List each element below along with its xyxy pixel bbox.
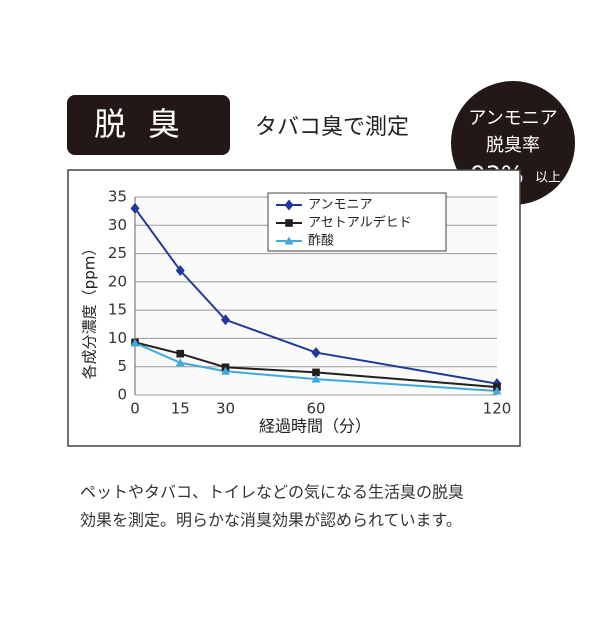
y-tick-label: 20 — [108, 272, 127, 290]
badge-line: アンモニア — [468, 108, 557, 129]
marker — [175, 265, 185, 277]
marker — [285, 219, 293, 227]
marker — [492, 386, 502, 395]
y-tick-label: 10 — [108, 329, 127, 347]
marker — [176, 349, 185, 358]
marker — [311, 347, 321, 359]
marker — [221, 314, 230, 326]
description-line: 効果を測定。明らかな消臭効果が認められています。 — [80, 511, 462, 530]
marker — [284, 236, 294, 245]
legend-label: アンモニア — [308, 198, 372, 213]
x-tick-label: 15 — [171, 400, 190, 418]
y-tick-label: 15 — [108, 301, 127, 319]
badge-line: 脱臭率 — [486, 135, 540, 156]
marker — [221, 366, 230, 375]
legend-label: 酢酸 — [308, 234, 334, 249]
legend-label: アセトアルデヒド — [308, 215, 412, 231]
y-tick-label: 5 — [117, 357, 127, 375]
marker — [130, 202, 140, 214]
marker — [312, 368, 320, 377]
x-axis-label: 経過時間（分） — [259, 417, 371, 436]
marker — [175, 358, 185, 367]
x-tick-label: 0 — [130, 400, 140, 418]
x-tick-label: 30 — [216, 400, 235, 418]
y-tick-label: 30 — [108, 216, 127, 234]
marker — [284, 199, 294, 211]
title: 脱臭 — [94, 105, 202, 143]
badge-suffix: 以上 — [535, 171, 561, 186]
x-tick-label: 120 — [483, 400, 512, 418]
description-line: ペットやタバコ、トイレなどの気になる生活臭の脱臭 — [80, 483, 464, 502]
y-tick-label: 35 — [108, 188, 127, 206]
marker — [311, 374, 321, 383]
x-tick-label: 60 — [306, 400, 325, 418]
marker — [130, 338, 140, 347]
y-tick-label: 0 — [117, 386, 127, 404]
subtitle: タバコ臭で測定 — [255, 115, 409, 140]
title-box — [67, 95, 230, 155]
y-axis-label: 各成分濃度（ppm） — [81, 241, 99, 380]
y-tick-label: 25 — [108, 244, 127, 262]
